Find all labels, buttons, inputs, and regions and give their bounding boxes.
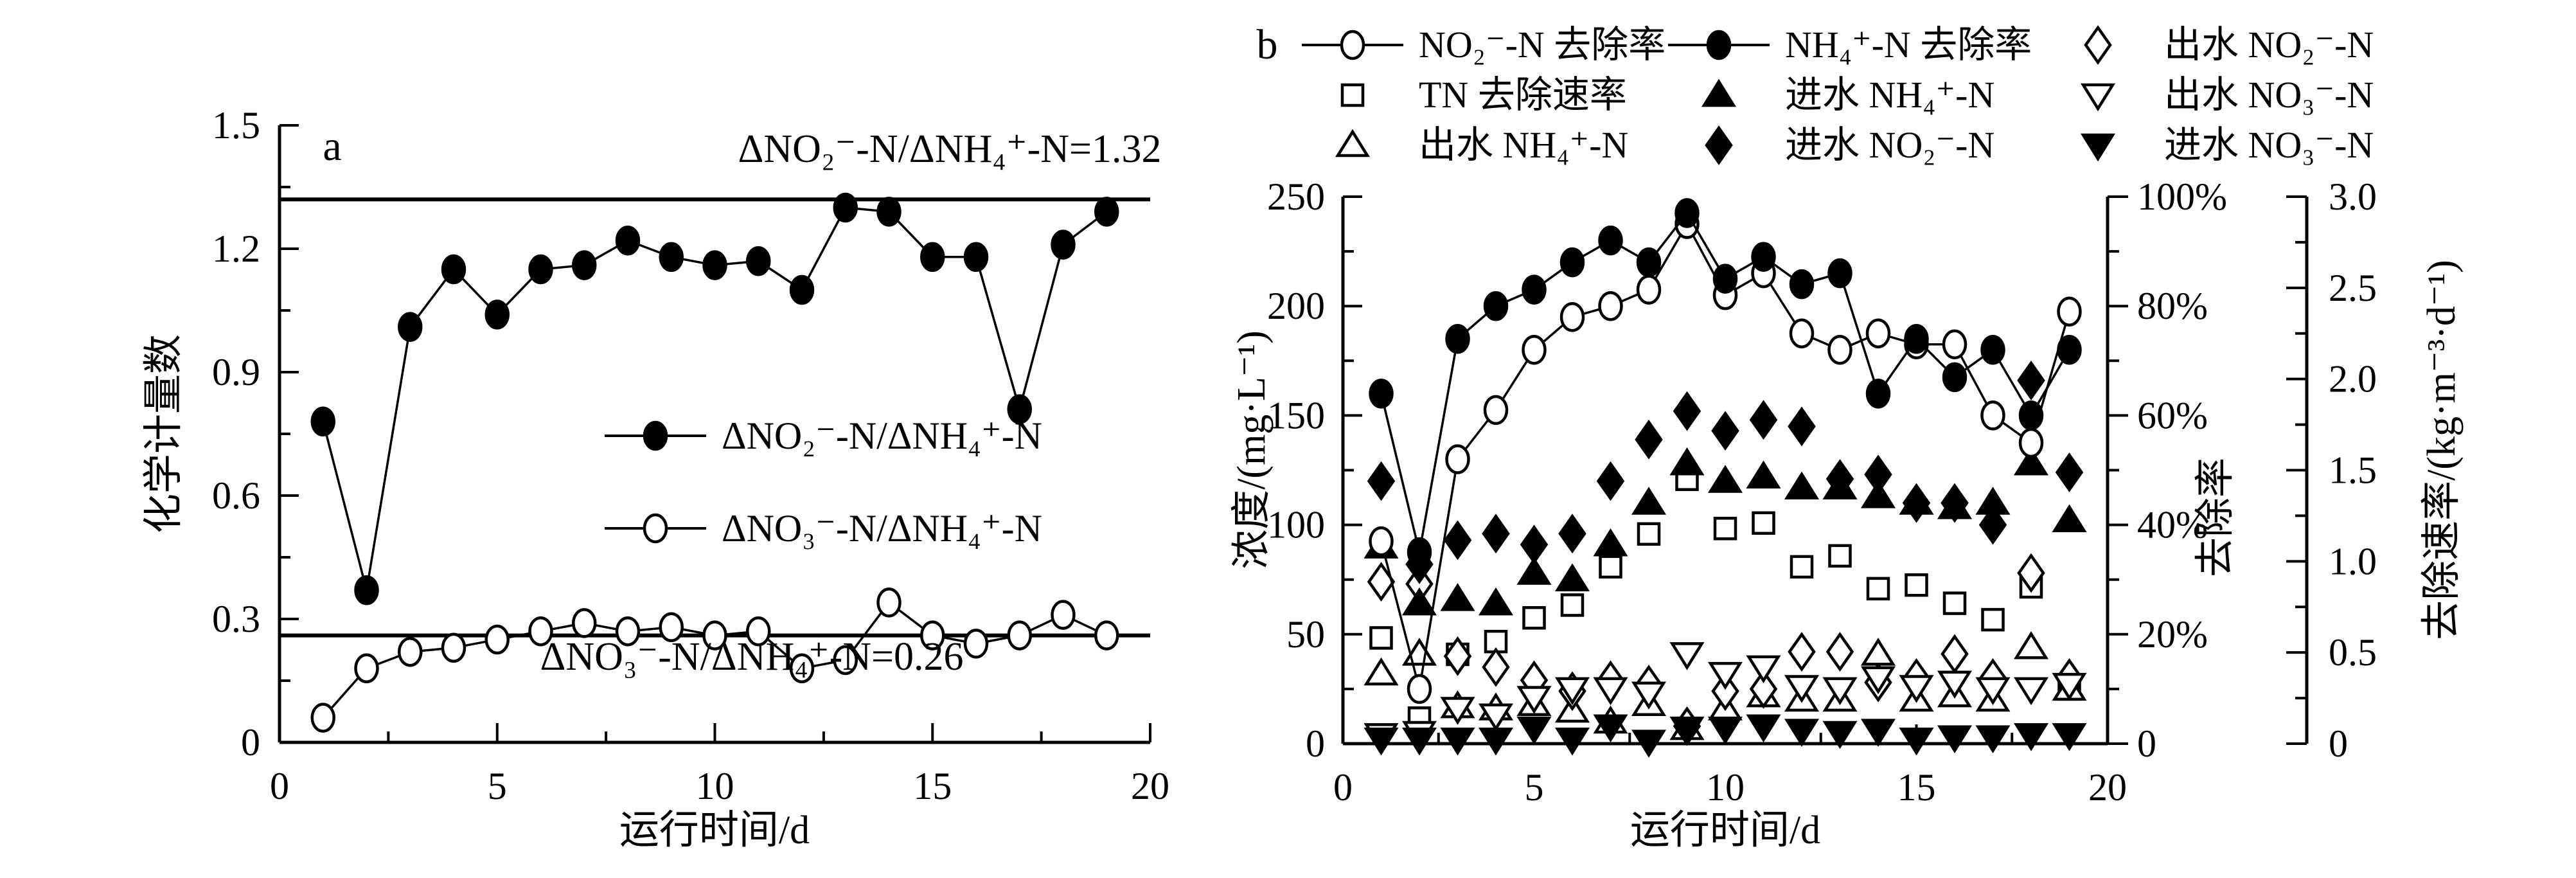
svg-text:2.0: 2.0 — [2329, 358, 2377, 400]
legend-item-influent-no3: 进水 NO₃⁻-N — [2043, 120, 2374, 171]
svg-text:100: 100 — [1267, 504, 1325, 546]
svg-text:20: 20 — [1131, 765, 1169, 807]
svg-text:1.5: 1.5 — [2329, 449, 2377, 492]
legend-item-no3-nh4-ratio: ΔNO₃⁻-N/ΔNH₄⁺-N — [601, 503, 1042, 554]
effluent-no3-marker-icon — [2080, 83, 2116, 112]
svg-text:200: 200 — [1267, 285, 1325, 327]
svg-text:0: 0 — [241, 721, 260, 764]
legend-label: 进水 NH₄⁺-N — [1785, 74, 1995, 116]
svg-text:0: 0 — [1333, 766, 1353, 809]
legend-item-no2-removal: NO₂⁻-N 去除率 — [1298, 19, 1666, 71]
panel-b-rate-axis-title: 去除速率/(kg·m⁻³·d⁻¹) — [2420, 260, 2464, 640]
legend-item-nh4-removal: NH₄⁺-N 去除率 — [1664, 19, 2032, 71]
svg-text:0.5: 0.5 — [2329, 631, 2377, 674]
panel-a-label: a — [323, 123, 342, 170]
legend-label: 出水 NO₃⁻-N — [2164, 74, 2374, 116]
legend-item-influent-no2: 进水 NO₂⁻-N — [1664, 120, 1994, 171]
no2-removal-marker-icon — [1302, 30, 1403, 60]
no2-nh4-ratio-marker-icon — [605, 420, 706, 451]
legend-label: 进水 NO₃⁻-N — [2164, 124, 2374, 166]
svg-text:40%: 40% — [2137, 504, 2208, 546]
svg-text:0: 0 — [2137, 722, 2156, 765]
panel-a-y-axis-title: 化学计量数 — [142, 334, 186, 534]
legend-label: 出水 NH₄⁺-N — [1419, 124, 1629, 166]
legend-item-effluent-no2: 出水 NO₂⁻-N — [2043, 19, 2374, 71]
svg-text:10: 10 — [1706, 766, 1745, 809]
svg-text:80%: 80% — [2137, 285, 2208, 327]
legend-label: 进水 NO₂⁻-N — [1785, 124, 1995, 166]
no3-nh4-ratio-marker-icon — [605, 513, 706, 544]
svg-text:60%: 60% — [2137, 394, 2208, 436]
legend-item-influent-nh4: 进水 NH₄⁺-N — [1664, 69, 1994, 121]
legend-label: ΔNO₃⁻-N/ΔNH₄⁺-N — [722, 507, 1042, 550]
svg-text:50: 50 — [1286, 613, 1325, 656]
panel-b-label: b — [1256, 21, 1278, 68]
legend-label: NH₄⁺-N 去除率 — [1785, 24, 2032, 66]
panel-b-conc-axis-title: 浓度/(mg·L⁻¹) — [1230, 330, 1274, 569]
legend-item-no2-nh4-ratio: ΔNO₂⁻-N/ΔNH₄⁺-N — [601, 410, 1042, 461]
svg-text:5: 5 — [488, 765, 507, 807]
nh4-removal-marker-icon — [1668, 30, 1770, 60]
svg-text:0.6: 0.6 — [212, 474, 260, 517]
svg-text:1.0: 1.0 — [2329, 540, 2377, 582]
influent-no3-marker-icon — [2080, 133, 2116, 162]
legend-item-tn-removal-rate: TN 去除速率 — [1298, 69, 1627, 121]
svg-text:0: 0 — [1306, 722, 1325, 765]
svg-text:100%: 100% — [2137, 175, 2227, 218]
panel-a-x-axis-title: 运行时间/d — [619, 809, 810, 852]
panel-b-percent-axis-title: 去除率 — [2194, 457, 2237, 578]
influent-nh4-marker-icon — [1701, 78, 1737, 107]
legend-label: ΔNO₂⁻-N/ΔNH₄⁺-N — [722, 415, 1042, 457]
svg-text:0: 0 — [2329, 722, 2348, 765]
effluent-no2-marker-icon — [2084, 25, 2112, 65]
effluent-nh4-marker-icon — [1335, 129, 1371, 157]
panel-b-x-axis-title: 运行时间/d — [1630, 809, 1821, 852]
svg-text:15: 15 — [913, 765, 952, 807]
ratio-no2-annotation: ΔNO₂⁻-N/ΔNH₄⁺-N=1.32 — [738, 127, 1162, 171]
svg-text:250: 250 — [1267, 175, 1325, 218]
svg-text:2.5: 2.5 — [2329, 267, 2377, 309]
influent-no2-marker-icon — [1705, 125, 1733, 165]
svg-text:1.5: 1.5 — [212, 104, 260, 147]
svg-text:10: 10 — [696, 765, 734, 807]
ratio-no3-annotation: ΔNO₃⁻-N/ΔNH₄⁺-N=0.26 — [540, 635, 964, 679]
svg-text:20%: 20% — [2137, 613, 2208, 656]
svg-text:0.9: 0.9 — [212, 351, 260, 393]
svg-text:20: 20 — [2088, 766, 2127, 809]
svg-text:0: 0 — [270, 765, 289, 807]
tn-removal-rate-marker-icon — [1340, 83, 1365, 107]
legend-label: 出水 NO₂⁻-N — [2164, 24, 2374, 66]
svg-text:150: 150 — [1267, 394, 1325, 436]
svg-text:1.2: 1.2 — [212, 228, 260, 270]
legend-item-effluent-no3: 出水 NO₃⁻-N — [2043, 69, 2374, 121]
svg-text:15: 15 — [1897, 766, 1936, 809]
legend-item-effluent-nh4: 出水 NH₄⁺-N — [1298, 120, 1628, 171]
svg-text:5: 5 — [1525, 766, 1544, 809]
svg-text:0.3: 0.3 — [212, 598, 260, 640]
svg-text:3.0: 3.0 — [2329, 175, 2377, 218]
legend-label: NO₂⁻-N 去除率 — [1419, 24, 1666, 66]
legend-label: TN 去除速率 — [1419, 74, 1627, 116]
